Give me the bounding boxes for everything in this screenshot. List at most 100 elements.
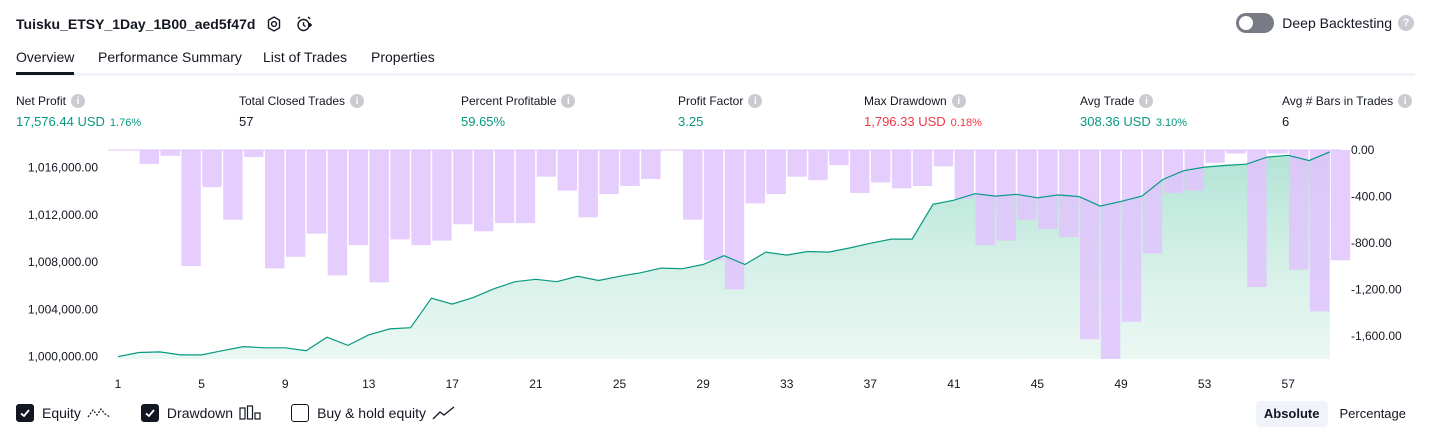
x-axis-tick-label: 13 [362, 377, 376, 390]
right-axis-tick-label: 0.00 [1351, 143, 1375, 157]
x-axis-tick-label: 5 [198, 377, 205, 390]
deep-backtesting-toggle[interactable] [1236, 13, 1275, 33]
metric-profit-factor: Profit Factor i 3.25 [678, 93, 763, 129]
legend-equity[interactable]: Equity [16, 404, 111, 422]
tab-bar: Overview Performance Summary List of Tra… [16, 44, 1415, 76]
tab-overview[interactable]: Overview [16, 49, 75, 75]
x-axis-tick-label: 25 [613, 377, 627, 390]
drawdown-bar [891, 150, 912, 189]
right-axis-tick-label: -800.00 [1351, 236, 1392, 250]
drawdown-bar [411, 150, 431, 246]
drawdown-bar [265, 150, 285, 269]
drawdown-bar [1226, 150, 1246, 154]
buy-hold-line-icon [432, 405, 456, 421]
drawdown-bar [453, 150, 473, 225]
metric-value: 3.25 [678, 114, 704, 129]
left-axis-tick-label: 1,016,000.00 [28, 161, 98, 175]
drawdown-bar [181, 150, 201, 267]
add-alert-icon[interactable] [293, 13, 315, 35]
drawdown-bar [285, 150, 306, 257]
x-axis-tick-label: 49 [1114, 377, 1128, 390]
drawdown-bar [1121, 150, 1142, 322]
legend-drawdown[interactable]: Drawdown [140, 404, 261, 422]
tab-properties[interactable]: Properties [371, 49, 435, 65]
drawdown-bar [390, 150, 410, 240]
drawdown-bar [244, 150, 264, 157]
settings-icon[interactable] [263, 13, 285, 35]
drawdown-bar [829, 150, 849, 166]
drawdown-bar [912, 150, 933, 186]
metric-max-drawdown: Max Drawdown i 1,796.33 USD 0.18% [864, 93, 982, 129]
x-axis-tick-label: 29 [696, 377, 710, 390]
legend-buy-hold[interactable]: Buy & hold equity [291, 404, 456, 422]
scale-mode-switch: Absolute Percentage [1252, 401, 1414, 427]
equity-drawdown-chart[interactable]: 1,016,000.00 1,012,000.00 1,008,000.00 1,00… [0, 140, 1431, 390]
metric-label: Percent Profitable [461, 94, 557, 108]
info-icon[interactable]: i [951, 94, 966, 108]
drawdown-checkbox[interactable] [140, 404, 159, 422]
left-axis-tick-label: 1,004,000.00 [28, 302, 98, 316]
tab-performance-summary[interactable]: Performance Summary [98, 49, 242, 65]
drawdown-bar [766, 150, 786, 195]
x-axis-tick-label: 17 [446, 377, 460, 390]
metric-label: Max Drawdown [864, 94, 947, 108]
metric-label: Avg Trade [1080, 94, 1135, 108]
drawdown-bar [620, 150, 640, 186]
drawdown-bar [871, 150, 891, 183]
info-icon[interactable]: i [350, 94, 365, 108]
metric-value: 6 [1282, 114, 1290, 129]
info-icon[interactable]: i [561, 94, 576, 108]
metric-label: Avg # Bars in Trades [1282, 94, 1394, 108]
drawdown-bar [703, 150, 724, 261]
deep-backtesting: Deep Backtesting ? [1236, 13, 1414, 33]
drawdown-bar [327, 150, 348, 276]
equity-line-icon [87, 405, 111, 421]
info-icon[interactable]: i [748, 94, 763, 108]
info-icon[interactable]: i [1139, 94, 1154, 108]
deep-backtesting-label: Deep Backtesting [1282, 15, 1392, 31]
legend-label: Buy & hold equity [317, 405, 427, 421]
drawdown-bars-icon [239, 405, 261, 421]
metric-value: 17,576.44 USD [16, 114, 105, 129]
drawdown-bar [1142, 150, 1163, 254]
drawdown-bar [515, 150, 536, 224]
drawdown-bar [1100, 150, 1121, 359]
info-icon[interactable]: i [71, 94, 86, 108]
chart-legend: Equity Drawdown Buy & hold equity [16, 404, 486, 422]
drawdown-bar [494, 150, 515, 224]
x-axis-tick-label: 41 [947, 377, 961, 390]
drawdown-bar [1184, 150, 1204, 191]
help-icon[interactable]: ? [1398, 15, 1414, 31]
info-icon[interactable]: i [1398, 94, 1413, 108]
drawdown-bar [933, 150, 954, 167]
drawdown-bar [223, 150, 243, 220]
drawdown-bar [1309, 150, 1330, 312]
strategy-title: Tuisku_ETSY_1Day_1B00_aed5f47d [16, 16, 256, 32]
metric-label: Total Closed Trades [239, 94, 346, 108]
x-axis-tick-label: 37 [864, 377, 878, 390]
mode-percentage-button[interactable]: Percentage [1339, 406, 1407, 421]
equity-checkbox[interactable] [16, 404, 34, 422]
metric-label: Net Profit [16, 94, 67, 108]
x-axis-tick-label: 45 [1031, 377, 1045, 390]
drawdown-bar [1268, 150, 1288, 154]
drawdown-bar [1017, 150, 1037, 220]
metric-percent: 3.10% [1155, 117, 1188, 129]
mode-absolute-button[interactable]: Absolute [1255, 401, 1328, 427]
drawdown-bar [599, 150, 619, 195]
drawdown-bar [160, 150, 180, 156]
x-axis-tick-label: 53 [1198, 377, 1212, 390]
drawdown-bar [1205, 150, 1225, 163]
drawdown-bar [1163, 150, 1183, 193]
metric-total-closed-trades: Total Closed Trades i 57 [239, 93, 365, 129]
metric-avg-bars-in-trades: Avg # Bars in Trades i 6 [1282, 93, 1413, 129]
toggle-knob [1239, 16, 1254, 30]
drawdown-bar [745, 150, 765, 204]
metric-percent: 1.76% [109, 117, 142, 129]
drawdown-bar [432, 150, 452, 241]
tab-list-of-trades[interactable]: List of Trades [263, 49, 348, 65]
metric-value: 59.65% [461, 114, 506, 129]
metric-avg-trade: Avg Trade i 308.36 USD 3.10% [1080, 93, 1187, 129]
header: Tuisku_ETSY_1Day_1B00_aed5f47d [16, 12, 315, 36]
buy-hold-checkbox[interactable] [291, 404, 310, 422]
